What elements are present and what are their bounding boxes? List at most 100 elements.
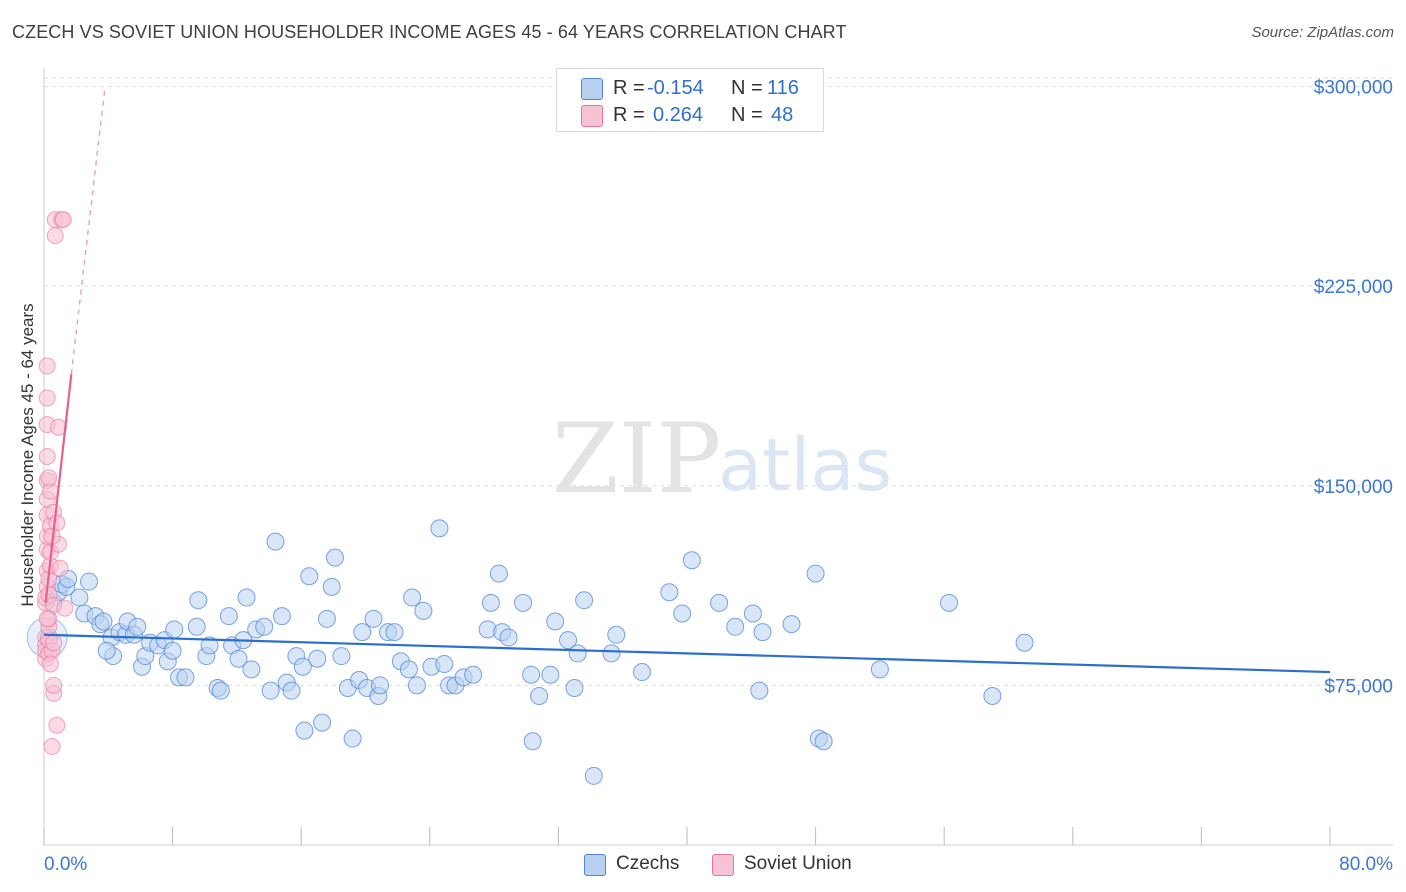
czech-point xyxy=(128,617,147,636)
soviet-point xyxy=(54,211,72,229)
czech-point xyxy=(753,623,772,642)
soviet-point xyxy=(56,599,74,617)
czech-point xyxy=(322,577,341,596)
legend-label: Soviet Union xyxy=(744,853,852,874)
czech-point xyxy=(272,607,291,626)
czech-point xyxy=(229,649,248,668)
czech-point xyxy=(523,732,542,751)
czech-point xyxy=(673,604,692,623)
czech-point xyxy=(317,609,336,628)
soviet-point xyxy=(38,448,56,465)
czech-point xyxy=(370,676,389,695)
legend-label: Czechs xyxy=(616,853,680,874)
soviet-point xyxy=(41,655,59,673)
r-label: R = xyxy=(613,104,645,126)
czech-points xyxy=(26,519,1034,785)
trend-lines xyxy=(43,86,1331,674)
n-label: N = xyxy=(731,104,763,126)
soviet-point xyxy=(43,738,61,756)
czech-point xyxy=(165,620,184,639)
x-tick-labels: 0.0% 80.0% xyxy=(44,854,1393,875)
czech-point xyxy=(237,588,256,607)
czech-point xyxy=(983,686,1002,705)
czech-point xyxy=(782,615,801,634)
czech-point xyxy=(200,636,219,655)
czech-point xyxy=(682,551,701,570)
czech-point xyxy=(546,612,565,631)
czech-point xyxy=(814,732,833,751)
czech-point xyxy=(332,647,351,666)
czech-point xyxy=(568,644,587,663)
czech-swatch xyxy=(581,78,603,100)
soviet-point xyxy=(38,389,56,407)
czech-point xyxy=(481,593,500,612)
soviet-swatch xyxy=(581,105,603,127)
x-tick-label: 0.0% xyxy=(44,854,87,875)
n-value: 48 xyxy=(771,104,794,126)
czech-point xyxy=(261,681,280,700)
czech-point xyxy=(1015,633,1034,652)
r-value: 0.264 xyxy=(653,104,704,126)
czech-point xyxy=(743,604,762,623)
czech-point xyxy=(660,583,679,602)
czech-point xyxy=(364,609,383,628)
czech-point xyxy=(607,625,626,644)
czech-point xyxy=(211,681,230,700)
czech-point xyxy=(94,612,113,631)
czech-point xyxy=(353,623,372,642)
source-credit: Source: ZipAtlas.com xyxy=(1251,24,1394,41)
czech-point xyxy=(219,607,238,626)
soviet-point xyxy=(40,469,58,487)
axes xyxy=(43,68,1393,846)
soviet-point xyxy=(46,227,64,245)
czech-point xyxy=(293,657,312,676)
soviet-point xyxy=(48,716,66,734)
watermark: ZIP atlas xyxy=(552,403,892,515)
czech-point xyxy=(242,660,261,679)
watermark-zip: ZIP xyxy=(552,403,721,515)
czech-point xyxy=(575,591,594,610)
soviet-point xyxy=(45,676,63,694)
czech-point xyxy=(870,660,889,679)
soviet-point xyxy=(38,610,56,628)
czech-point xyxy=(97,641,116,660)
czech-point xyxy=(750,681,769,700)
czech-point xyxy=(163,641,182,660)
czech-point xyxy=(187,617,206,636)
czech-point xyxy=(541,665,560,684)
czech-trend-line xyxy=(43,633,1331,674)
czech-point xyxy=(308,649,327,668)
czech-point xyxy=(464,665,483,684)
czech-point xyxy=(559,631,578,650)
czech-point xyxy=(414,601,433,620)
soviet-point xyxy=(49,418,67,436)
czech-point xyxy=(70,588,89,607)
czech-point xyxy=(255,617,274,636)
czech-point xyxy=(313,713,332,732)
czech-point xyxy=(806,564,825,583)
soviet-points xyxy=(37,211,74,756)
y-tick-label: $150,000 xyxy=(1314,477,1393,498)
czech-point xyxy=(584,766,603,785)
czech-point xyxy=(282,681,301,700)
soviet-trend-extension xyxy=(70,86,106,375)
czech-point xyxy=(399,660,418,679)
y-tick-labels: $75,000 $150,000 $225,000 $300,000 xyxy=(1314,78,1393,698)
watermark-atlas: atlas xyxy=(718,423,892,507)
czech-point xyxy=(602,644,621,663)
czech-point xyxy=(514,593,533,612)
y-tick-label: $75,000 xyxy=(1324,676,1393,697)
czech-point xyxy=(266,532,285,551)
y-tick-label: $300,000 xyxy=(1314,78,1393,99)
czech-point xyxy=(726,617,745,636)
x-tick-label: 80.0% xyxy=(1339,854,1393,875)
soviet-point xyxy=(51,559,69,577)
soviet-point xyxy=(38,357,56,375)
r-value: -0.154 xyxy=(647,77,704,99)
soviet-point xyxy=(45,634,63,652)
czech-point xyxy=(407,676,426,695)
czech-point xyxy=(189,591,208,610)
n-label: N = xyxy=(731,77,763,99)
czech-point xyxy=(940,593,959,612)
